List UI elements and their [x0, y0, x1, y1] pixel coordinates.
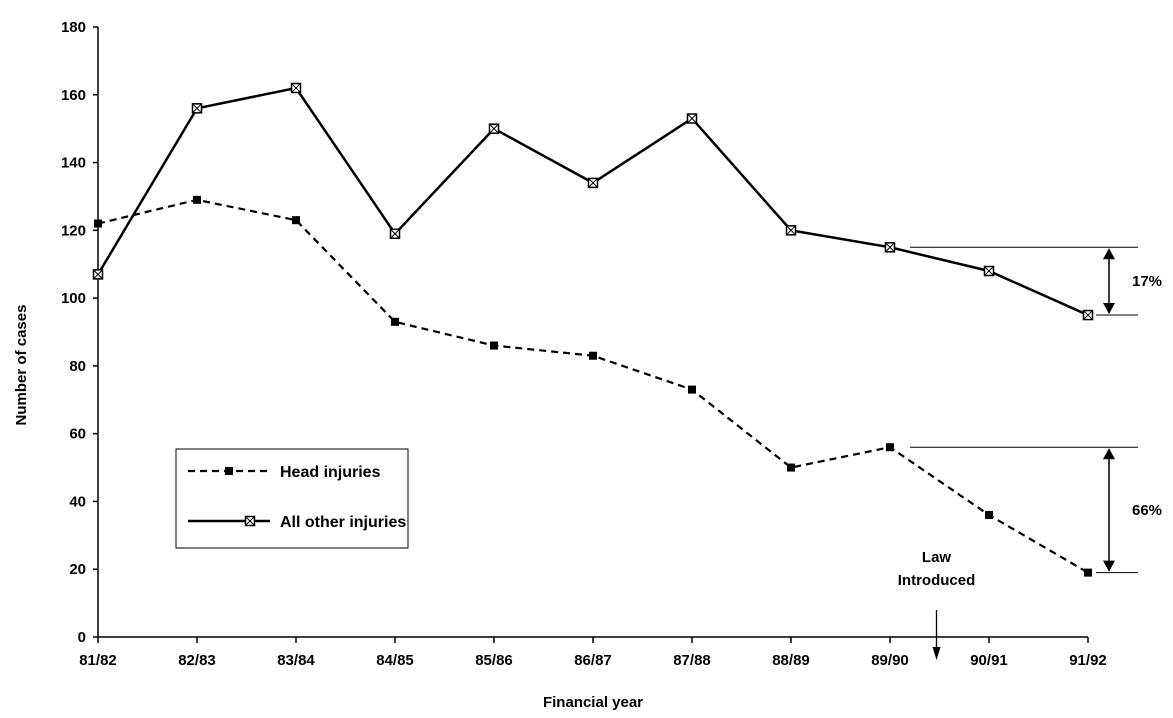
data-point — [490, 341, 498, 350]
marker-cross — [687, 113, 697, 124]
law-label-line1: Law — [922, 549, 952, 566]
x-tick-label: 88/89 — [772, 652, 810, 669]
data-point — [225, 467, 233, 475]
x-tick-label: 91/92 — [1069, 652, 1107, 669]
data-point — [191, 103, 203, 114]
x-tick-label: 84/85 — [376, 652, 414, 669]
data-point — [244, 515, 256, 527]
y-tick-label: 0 — [78, 629, 86, 646]
data-point — [985, 511, 993, 519]
data-point — [193, 195, 201, 204]
data-point — [1084, 568, 1092, 577]
marker-cross — [885, 242, 895, 253]
marker-cross — [489, 123, 499, 134]
y-tick-label: 80 — [69, 358, 86, 375]
data-point — [886, 443, 894, 452]
x-tick-label: 82/83 — [178, 652, 216, 669]
legend-item-all-other-injuries: All other injuries — [188, 514, 406, 531]
y-tick-label: 60 — [69, 426, 86, 443]
data-point — [587, 177, 599, 189]
marker-cross — [390, 228, 400, 239]
data-point — [292, 216, 300, 225]
data-point — [94, 219, 102, 228]
percent-label: 17% — [1132, 273, 1162, 290]
data-point — [589, 351, 597, 360]
y-tick-label: 120 — [61, 222, 86, 239]
marker-cross — [786, 225, 796, 236]
marker-cross — [588, 178, 598, 188]
x-tick-label: 89/90 — [871, 652, 909, 669]
y-tick-label: 160 — [61, 87, 86, 104]
arrow-head — [1103, 303, 1115, 315]
data-point — [785, 225, 797, 236]
legend-box — [175, 448, 409, 549]
data-point — [391, 317, 399, 326]
law-label-line2: Introduced — [898, 572, 976, 589]
x-tick-label: 86/87 — [574, 652, 612, 669]
x-tick-label: 87/88 — [673, 652, 711, 669]
law-arrow-head — [932, 647, 941, 660]
y-tick-label: 140 — [61, 155, 86, 172]
series-head-injuries — [94, 195, 1092, 577]
y-tick-label: 180 — [61, 19, 86, 36]
marker-cross — [93, 269, 103, 280]
legend: Head injuries All other injuries — [175, 448, 409, 549]
legend-item-head-injuries: Head injuries — [188, 464, 381, 481]
data-point — [92, 269, 104, 280]
x-axis-title: Financial year — [543, 694, 643, 711]
marker-cross — [192, 103, 202, 114]
data-point — [787, 463, 795, 472]
x-ticks: 81/82 82/83 83/84 84/85 85/86 86/87 87/88 88/89… — [79, 637, 1107, 669]
arrow-head — [1103, 448, 1115, 460]
marker-cross — [984, 266, 994, 276]
data-point — [290, 82, 302, 94]
marker-cross — [245, 516, 255, 526]
percent-label: 66% — [1132, 502, 1162, 519]
arrow-head — [1103, 248, 1115, 260]
head-injuries-reduction: 66% — [910, 446, 1162, 574]
legend-label: All other injuries — [280, 514, 406, 531]
data-point — [488, 123, 500, 134]
y-tick-label: 40 — [69, 493, 86, 510]
arrow-head — [1103, 560, 1115, 572]
series-all-other-injuries — [92, 82, 1094, 321]
data-point — [884, 242, 896, 253]
other-injuries-reduction: 17% — [910, 246, 1162, 316]
y-axis-title: Number of cases — [13, 305, 30, 426]
marker-cross — [1083, 310, 1093, 320]
legend-label: Head injuries — [280, 464, 381, 481]
data-point — [1082, 309, 1094, 321]
series-layer — [92, 82, 1094, 577]
y-ticks: 0 20 40 60 80 100 120 140 160 180 — [61, 19, 98, 646]
data-point — [688, 385, 696, 394]
series-line — [96, 86, 1089, 317]
marker-cross — [291, 83, 301, 93]
data-point — [389, 228, 401, 239]
x-tick-label: 85/86 — [475, 652, 513, 669]
law-introduced-annotation: Law Introduced — [898, 549, 976, 660]
x-tick-label: 90/91 — [970, 652, 1008, 669]
data-point — [686, 113, 698, 124]
x-tick-label: 83/84 — [277, 652, 315, 669]
data-point — [983, 265, 995, 277]
x-tick-label: 81/82 — [79, 652, 117, 669]
y-tick-label: 100 — [61, 290, 86, 307]
y-tick-label: 20 — [69, 561, 86, 578]
annotations: 17% 66% Law Introduced — [898, 246, 1162, 660]
